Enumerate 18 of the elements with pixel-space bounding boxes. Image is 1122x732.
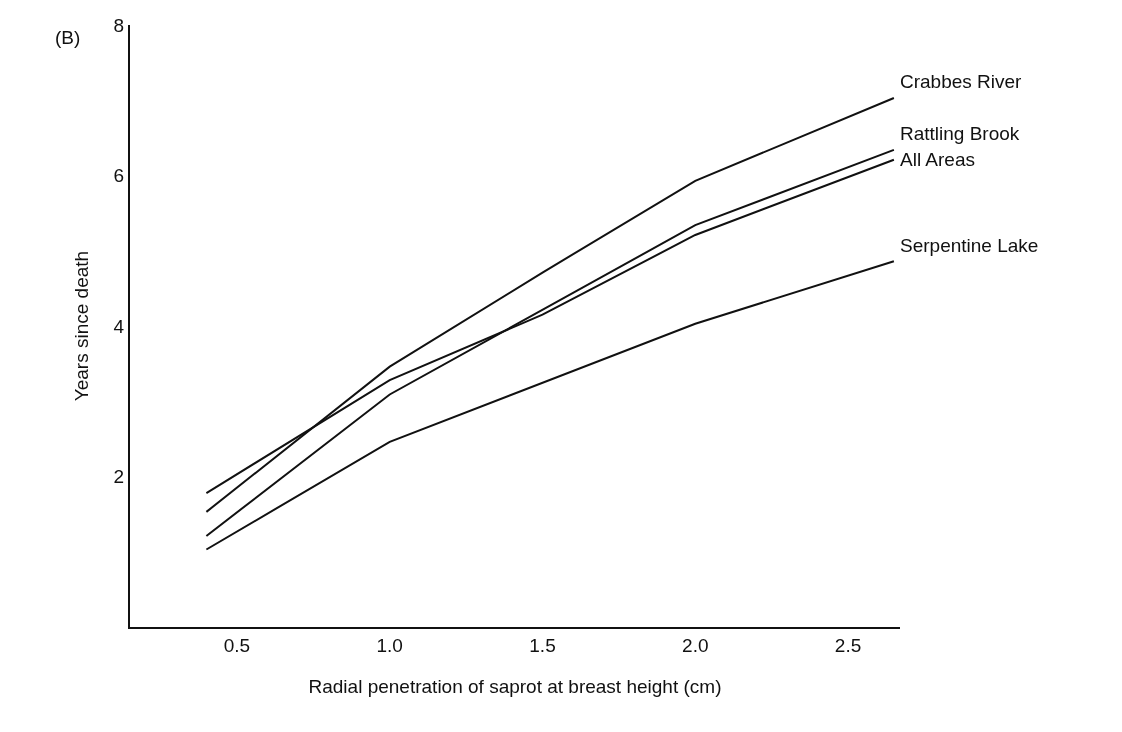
x-tick-label: 2.5 bbox=[834, 634, 862, 656]
x-tick-label: 1.5 bbox=[529, 634, 556, 656]
series-label: Serpentine Lake bbox=[900, 235, 1039, 256]
y-tick-label: 6 bbox=[113, 165, 125, 187]
x-axis-title: Radial penetration of saprot at breast height (cm) bbox=[308, 676, 722, 698]
series-label: All Areas bbox=[900, 149, 975, 170]
series-label: Crabbes River bbox=[900, 71, 1023, 92]
line-series bbox=[205, 260, 895, 551]
x-tick-label: 1.0 bbox=[376, 634, 403, 656]
line-series bbox=[205, 96, 895, 513]
series-label: Rattling Brook bbox=[900, 123, 1020, 144]
y-tick-label: 4 bbox=[113, 315, 125, 337]
y-tick-label: 8 bbox=[113, 14, 125, 36]
text: (B) bbox=[55, 27, 81, 48]
y-axis-title: Years since death bbox=[70, 250, 92, 402]
y-tick-label: 2 bbox=[113, 466, 125, 488]
x-tick-label: 2.0 bbox=[682, 634, 709, 656]
x-tick-label: 0.5 bbox=[223, 634, 251, 656]
